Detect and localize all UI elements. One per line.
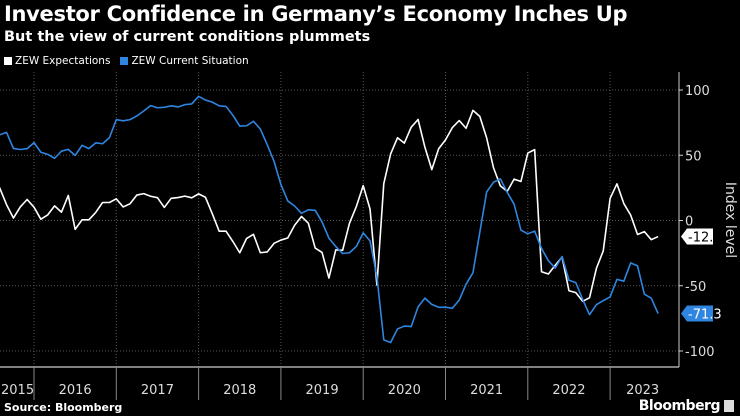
y-axis-label: Index level [722,182,738,258]
legend-swatch-icon [120,57,129,65]
series-line-expectations [0,109,659,303]
chart-subtitle: But the view of current conditions plumm… [4,29,371,45]
y-tick-label: 0 [685,215,693,230]
legend-item-expectations: ZEW Expectations [4,55,110,67]
source-note: Source: Bloomberg [4,401,123,414]
y-tick-label: 50 [685,149,702,164]
x-tick-label: 2016 [59,383,92,398]
last-value-label: -71.3 [681,305,722,323]
x-tick-label: 2020 [388,383,421,398]
label-badge [681,305,713,322]
y-tick-label: -50 [685,280,706,295]
label-badge [681,228,713,245]
x-tick-label: 2017 [141,383,174,398]
legend-label: ZEW Expectations [15,55,111,67]
legend-item-current-situation: ZEW Current Situation [120,55,249,67]
x-tick-label: 2018 [223,383,256,398]
y-tick-label: -100 [685,345,715,360]
y-tick-label: 100 [685,84,710,99]
logo-text: Bloomberg [638,398,721,414]
last-value-label: -12.3 [681,228,722,246]
bloomberg-logo-icon [724,400,734,412]
last-value-text: -71.3 [688,308,722,323]
x-tick-label: 2019 [306,383,339,398]
last-value-text: -12.3 [688,231,722,246]
x-tick-label: 2022 [552,383,585,398]
legend-label: ZEW Current Situation [131,55,249,67]
x-tick-label: 2021 [470,383,503,398]
x-tick-label: 2015 [1,383,34,398]
series-line-current-situation [0,95,659,344]
bloomberg-logo: Bloomberg [639,398,734,414]
legend: ZEW Expectations ZEW Current Situation [4,55,249,67]
x-tick-label: 2023 [626,383,659,398]
chart-title: Investor Confidence in Germany’s Economy… [4,2,628,26]
legend-swatch-icon [4,57,12,65]
